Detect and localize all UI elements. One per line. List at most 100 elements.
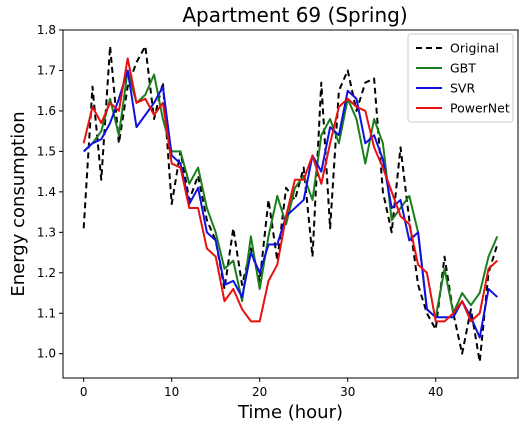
y-tick-label: 1.7 [37, 63, 56, 77]
data-point-powernet [461, 300, 463, 302]
data-point-gbt [329, 118, 331, 120]
data-point-svr [162, 85, 164, 87]
data-point-original [232, 227, 234, 229]
legend: Original GBT SVR PowerNet [407, 33, 514, 123]
data-point-powernet [364, 110, 366, 112]
series-line-original [82, 45, 499, 363]
data-point-svr [214, 239, 216, 241]
data-point-gbt [162, 118, 164, 120]
data-point-original [162, 81, 164, 83]
x-axis-title: Time (hour) [237, 402, 343, 423]
data-point-svr [206, 231, 208, 233]
data-point-gbt [382, 142, 384, 144]
legend-label-gbt: GBT [450, 61, 476, 76]
data-point-powernet [250, 320, 252, 322]
y-tick-label: 1.4 [37, 185, 56, 199]
data-point-original [461, 353, 463, 355]
data-point-powernet [294, 179, 296, 181]
data-point-gbt [100, 130, 102, 132]
data-point-original [399, 146, 401, 148]
data-point-powernet [223, 300, 225, 302]
data-point-svr [294, 207, 296, 209]
data-point-svr [382, 158, 384, 160]
data-point-gbt [206, 207, 208, 209]
data-point-original [373, 77, 375, 79]
data-point-powernet [100, 122, 102, 124]
data-point-powernet [214, 255, 216, 257]
data-point-powernet [320, 183, 322, 185]
data-point-gbt [487, 255, 489, 257]
data-point-svr [82, 150, 84, 152]
data-point-powernet [135, 102, 137, 104]
data-point-original [347, 69, 349, 71]
data-point-svr [126, 69, 128, 71]
data-point-powernet [206, 247, 208, 249]
data-point-powernet [144, 98, 146, 100]
data-point-powernet [382, 166, 384, 168]
data-point-powernet [417, 264, 419, 266]
data-point-powernet [170, 162, 172, 164]
data-point-svr [487, 288, 489, 290]
series-line-powernet [82, 57, 498, 323]
legend-label-powernet: PowerNet [450, 101, 510, 116]
legend-box [407, 33, 514, 123]
data-point-original [435, 328, 437, 330]
data-point-powernet [109, 102, 111, 104]
data-point-svr [408, 239, 410, 241]
data-point-powernet [479, 312, 481, 314]
legend-label-original: Original [450, 41, 499, 56]
data-point-original [91, 85, 93, 87]
data-point-original [100, 179, 102, 181]
data-point-original [329, 227, 331, 229]
data-point-svr [479, 336, 481, 338]
data-point-gbt [355, 118, 357, 120]
data-point-original [470, 308, 472, 310]
data-point-svr [452, 316, 454, 318]
data-point-gbt [320, 134, 322, 136]
data-point-svr [118, 98, 120, 100]
data-point-gbt [118, 134, 120, 136]
y-tick-label: 1.2 [37, 266, 56, 280]
data-point-svr [303, 199, 305, 201]
data-point-powernet [399, 215, 401, 217]
data-point-powernet [241, 308, 243, 310]
data-point-powernet [443, 320, 445, 322]
y-tick-label: 1.0 [37, 347, 56, 361]
data-point-powernet [470, 320, 472, 322]
data-point-gbt [179, 150, 181, 152]
data-point-powernet [355, 106, 357, 108]
series-layer [82, 45, 499, 363]
data-point-original [338, 90, 340, 92]
data-point-svr [179, 162, 181, 164]
data-point-original [382, 191, 384, 193]
data-point-original [153, 118, 155, 120]
data-point-svr [329, 126, 331, 128]
data-point-gbt [479, 292, 481, 294]
data-point-original [285, 187, 287, 189]
data-point-gbt [496, 235, 498, 237]
data-point-powernet [179, 166, 181, 168]
data-point-gbt [188, 183, 190, 185]
data-point-svr [347, 90, 349, 92]
data-point-powernet [91, 106, 93, 108]
data-point-svr [426, 308, 428, 310]
data-point-original [118, 142, 120, 144]
plot-frame [62, 29, 519, 379]
data-point-gbt [443, 268, 445, 270]
data-point-powernet [197, 207, 199, 209]
data-point-gbt [214, 231, 216, 233]
data-point-powernet [347, 98, 349, 100]
y-tick-label: 1.6 [37, 104, 56, 118]
data-point-svr [144, 114, 146, 116]
data-point-powernet [82, 142, 84, 144]
data-point-original [206, 219, 208, 221]
data-point-svr [355, 98, 357, 100]
data-point-powernet [232, 288, 234, 290]
data-point-original [426, 312, 428, 314]
data-point-powernet [452, 312, 454, 314]
x-tick-label: 10 [164, 385, 179, 399]
data-point-svr [417, 231, 419, 233]
data-point-powernet [285, 215, 287, 217]
data-point-svr [250, 251, 252, 253]
